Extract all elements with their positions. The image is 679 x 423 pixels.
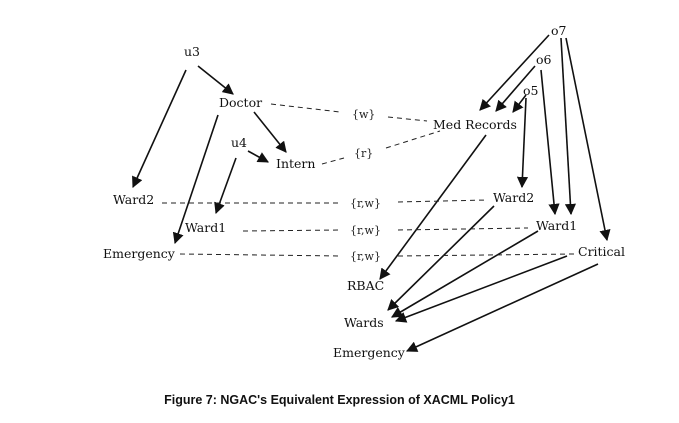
node-u3: u3 <box>184 44 200 59</box>
edge-u3-ward2 <box>132 69 187 189</box>
label-intern-med-records: {r} <box>354 147 373 160</box>
node-ward1-right: Ward1 <box>536 218 577 233</box>
association-edges <box>162 103 575 257</box>
edge-critical-wards <box>394 255 568 323</box>
node-o5: o5 <box>523 83 538 98</box>
node-emergency-bottom: Emergency <box>333 345 406 360</box>
node-wards: Wards <box>344 315 384 330</box>
edge-o5-ward2 <box>516 97 529 189</box>
label-doctor-med-records: {w} <box>352 108 375 121</box>
node-emergency-left: Emergency <box>103 246 176 261</box>
node-u4: u4 <box>231 135 247 150</box>
assoc-doctor-right <box>387 116 428 122</box>
edge-u4-intern <box>247 150 269 163</box>
node-ward2-left: Ward2 <box>113 192 154 207</box>
edge-ward1-wards <box>391 230 539 318</box>
node-doctor: Doctor <box>219 95 262 110</box>
node-o7: o7 <box>551 23 567 38</box>
label-emergency-assoc: {r,w} <box>350 250 381 263</box>
node-labels: u3 Doctor u4 Intern Ward2 Ward1 Emergenc… <box>103 23 625 360</box>
node-ward1-left: Ward1 <box>185 220 226 235</box>
assoc-ward2-right <box>397 199 488 203</box>
figure-caption: Figure 7: NGAC's Equivalent Expression o… <box>164 393 515 407</box>
edge-o7-med-records <box>479 34 550 111</box>
edge-o6-med-records <box>495 65 536 112</box>
label-ward2-assoc: {r,w} <box>350 197 381 210</box>
edge-med-records-rbac <box>379 134 487 280</box>
node-ward2-right: Ward2 <box>493 190 534 205</box>
node-intern: Intern <box>276 156 315 171</box>
edge-labels: {w} {r} {r,w} {r,w} {r,w} <box>350 108 381 263</box>
edge-o6-ward1 <box>540 69 560 216</box>
assignment-edges <box>132 34 611 352</box>
edge-u4-ward1 <box>214 157 237 215</box>
assoc-intern-right <box>385 130 441 149</box>
edge-o7-ward1 <box>560 37 577 216</box>
node-o6: o6 <box>536 52 552 67</box>
edge-doctor-emergency <box>172 114 219 245</box>
assoc-ward1-left <box>242 229 341 232</box>
node-critical: Critical <box>578 244 625 259</box>
assoc-intern-left <box>321 157 345 165</box>
edge-o5-med-records <box>512 94 527 113</box>
assoc-ward1-right <box>397 227 529 231</box>
node-med-records: Med Records <box>433 117 517 132</box>
edge-u3-doctor <box>197 65 234 95</box>
edge-o7-critical <box>565 37 611 242</box>
edge-doctor-intern <box>253 111 287 153</box>
assoc-emergency-right <box>397 253 575 257</box>
label-ward1-assoc: {r,w} <box>350 224 381 237</box>
node-rbac: RBAC <box>347 278 384 293</box>
edge-ward2-wards <box>387 205 495 311</box>
assoc-doctor-left <box>270 103 341 113</box>
assoc-emergency-left <box>179 253 341 257</box>
edge-critical-emergency <box>405 263 599 352</box>
